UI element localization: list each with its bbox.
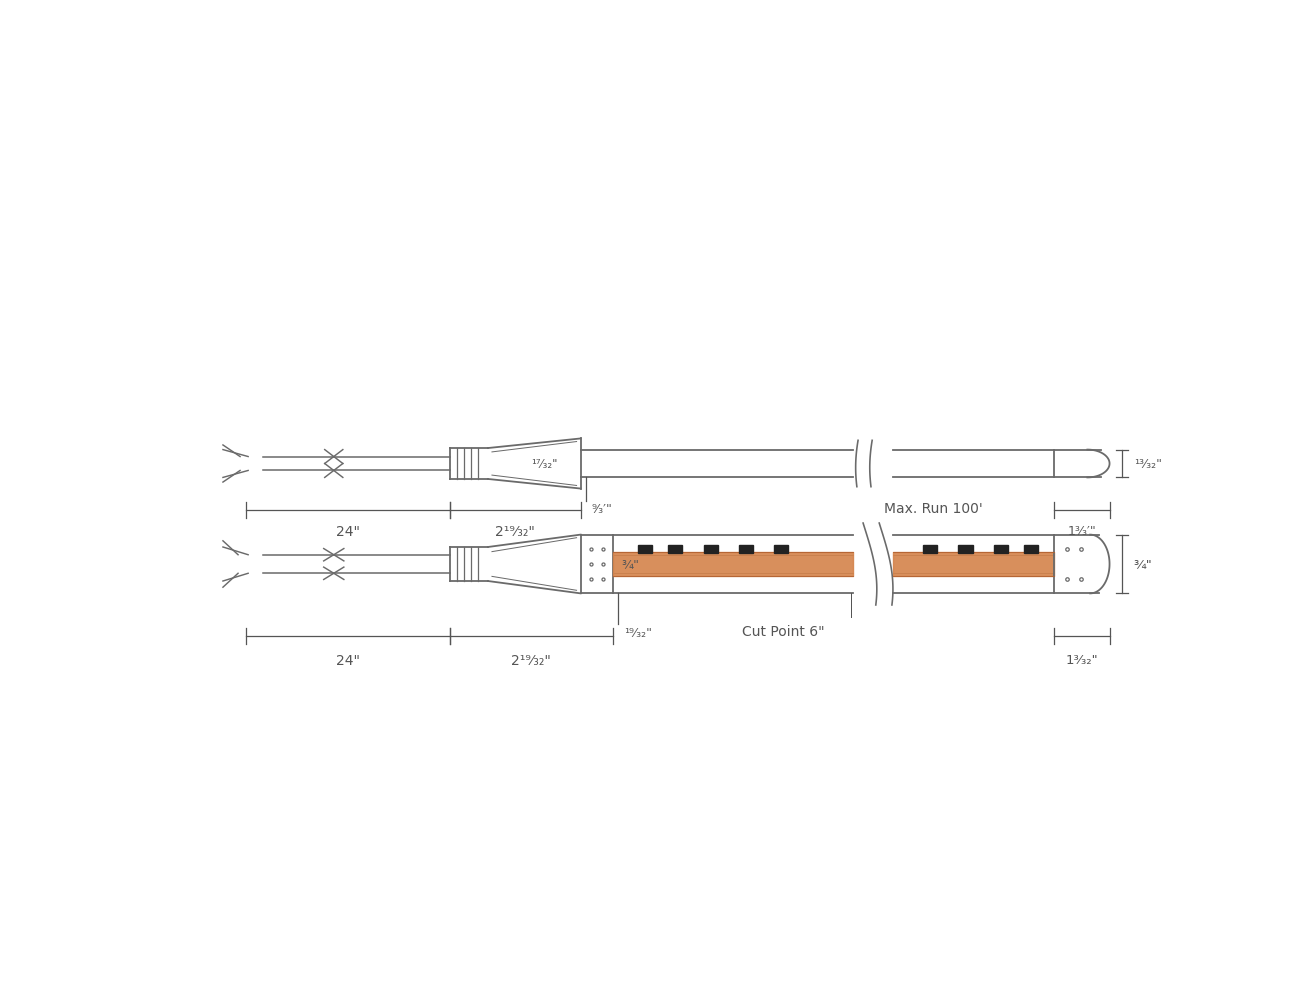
Bar (668, 546, 683, 554)
Text: ¹⁷⁄₃₂": ¹⁷⁄₃₂" (532, 457, 558, 470)
Text: 2¹⁹⁄₃₂": 2¹⁹⁄₃₂" (511, 653, 551, 667)
Text: ⁹⁄₃′": ⁹⁄₃′" (592, 503, 612, 516)
Bar (923, 546, 937, 554)
Text: ¾": ¾" (1134, 558, 1153, 571)
Bar (638, 546, 653, 554)
Text: Max. Run 100': Max. Run 100' (884, 502, 983, 516)
Bar (993, 546, 1008, 554)
Text: ¾": ¾" (621, 558, 638, 571)
Text: 1³⁄₃′": 1³⁄₃′" (1067, 525, 1096, 538)
Bar (703, 546, 718, 554)
Text: 24": 24" (335, 653, 360, 667)
Text: 1³⁄₃₂": 1³⁄₃₂" (1066, 653, 1098, 666)
Text: ¹³⁄₃₂": ¹³⁄₃₂" (1134, 457, 1162, 470)
Bar (738, 546, 753, 554)
Text: ¹⁹⁄₃₂": ¹⁹⁄₃₂" (624, 626, 651, 639)
Bar (1024, 546, 1037, 554)
Text: 24": 24" (335, 525, 360, 539)
Text: Cut Point 6": Cut Point 6" (742, 625, 824, 639)
Bar (958, 546, 972, 554)
Bar (774, 546, 788, 554)
Text: 2¹⁹⁄₃₂": 2¹⁹⁄₃₂" (495, 525, 536, 539)
